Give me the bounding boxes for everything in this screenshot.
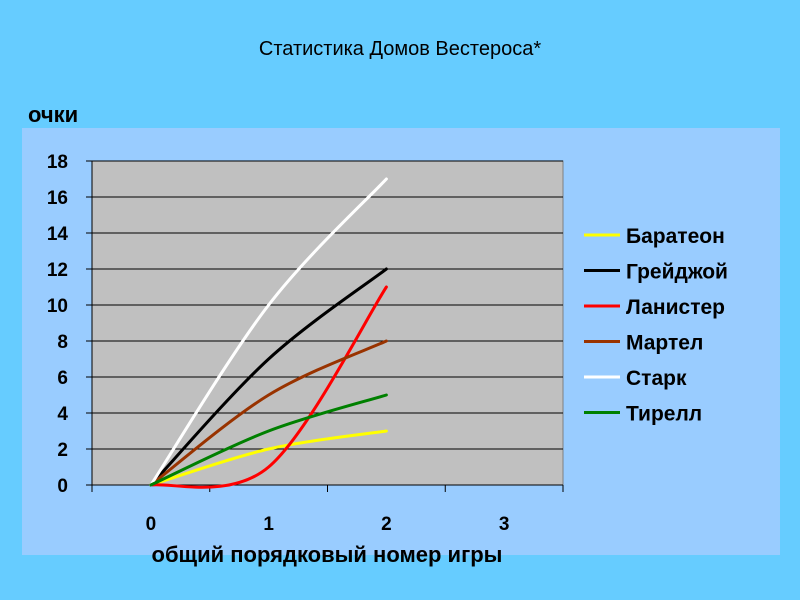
series-line-5 <box>149 177 388 487</box>
y-tick-label: 0 <box>57 476 68 497</box>
series-lines <box>149 177 388 489</box>
legend-label: Тирелл <box>626 403 702 426</box>
series-line-4 <box>149 339 388 487</box>
legend-label: Мартел <box>626 332 703 355</box>
y-tick-label: 6 <box>57 368 68 389</box>
x-tick-label: 2 <box>381 514 392 535</box>
x-tick-label: 3 <box>499 514 510 535</box>
y-axis-label: очки <box>28 102 79 127</box>
series-line-6 <box>149 393 388 487</box>
x-tick-label: 1 <box>263 514 274 535</box>
legend-label: Баратеон <box>626 225 725 248</box>
slide-title: Статистика Домов Вестероса* <box>258 38 542 60</box>
y-tick-label: 4 <box>57 404 68 425</box>
y-tick-label: 12 <box>47 260 68 281</box>
legend-label: Ланистер <box>626 296 725 319</box>
y-tick-label: 8 <box>57 332 68 353</box>
y-tick-label: 2 <box>57 440 68 461</box>
plot-area <box>91 160 564 486</box>
y-tick-label: 16 <box>47 188 68 209</box>
series-line-3 <box>149 285 388 489</box>
y-tick-label: 14 <box>47 224 69 245</box>
series-line-2 <box>149 267 388 487</box>
y-tick-label: 18 <box>47 152 68 173</box>
legend-label: Грейджой <box>626 261 728 284</box>
x-tick-label: 0 <box>146 514 157 535</box>
x-axis-label: общий порядковый номер игры <box>152 542 503 567</box>
legend: Баратеон Грейджой Ланистер Мартел Старк Тирел… <box>584 225 728 426</box>
legend-label: Старк <box>626 367 687 390</box>
y-tick-label: 10 <box>47 296 68 317</box>
series-line-1 <box>149 429 388 487</box>
